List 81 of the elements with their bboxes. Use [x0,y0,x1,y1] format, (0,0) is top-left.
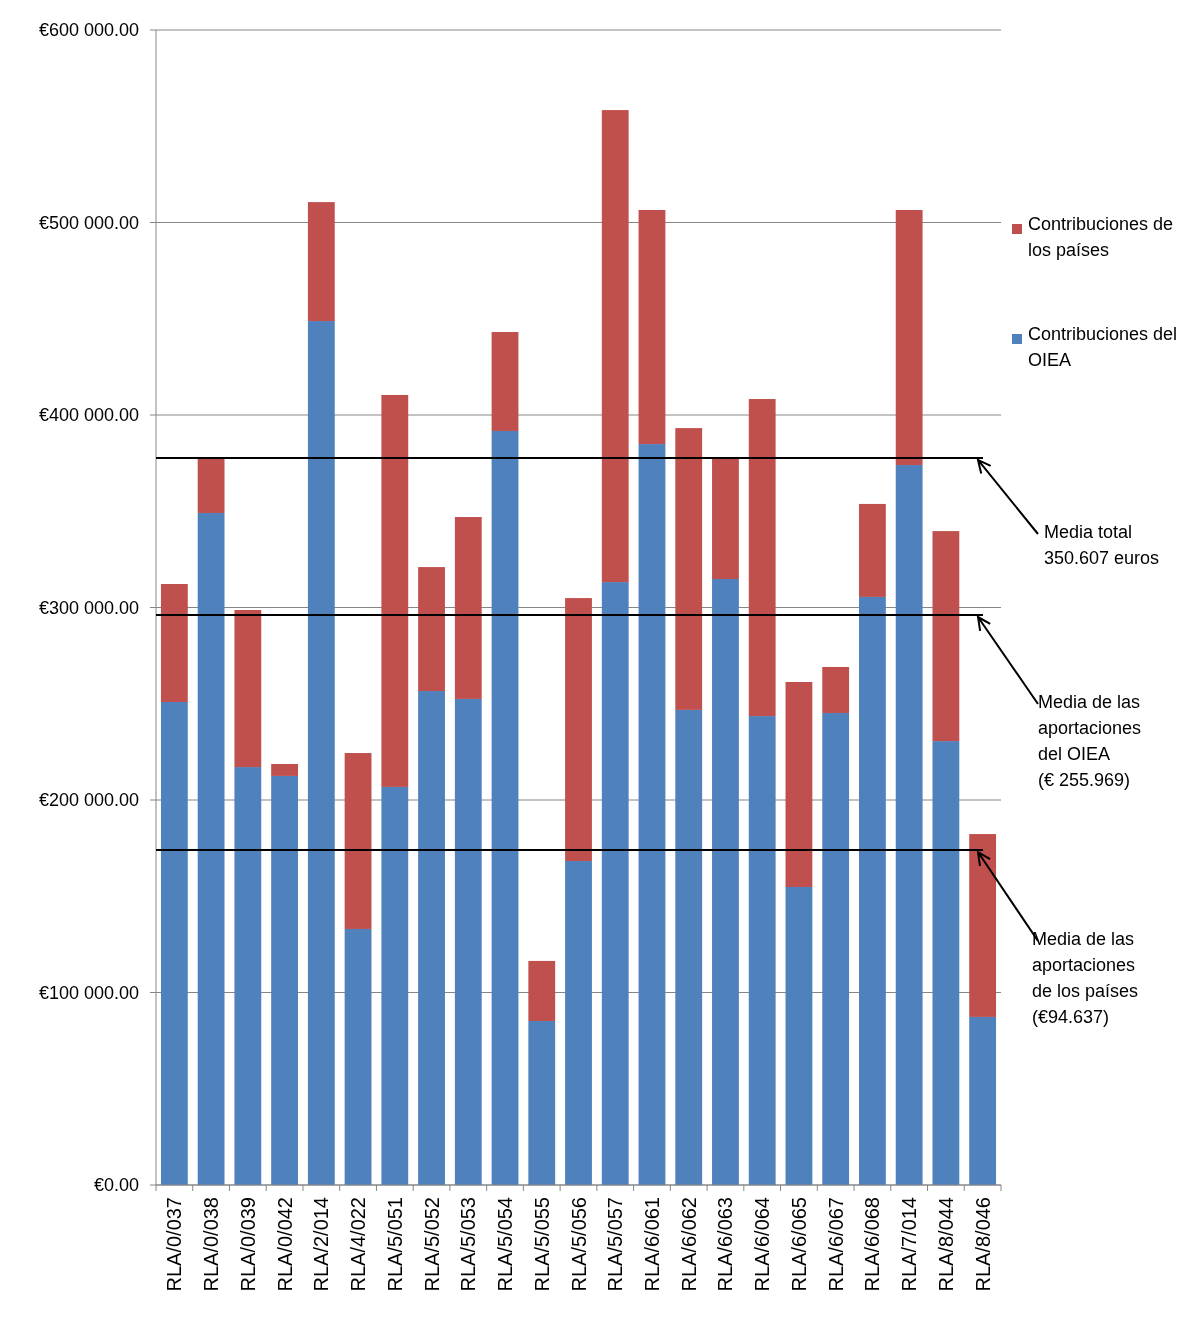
bar [491,430,519,1185]
bar [491,332,519,431]
bar [601,582,629,1185]
x-tick-label: RLA/5/051 [383,1197,406,1292]
bar [528,960,556,1021]
x-tick-label: RLA/6/063 [714,1197,737,1292]
ref-line-label: Media total 350.607 euros [1044,522,1160,568]
x-tick-label: RLA/6/062 [677,1197,700,1292]
x-tick-label: RLA/8/046 [971,1197,994,1292]
bar [822,712,850,1185]
bar [418,691,445,1185]
bar [712,457,739,580]
bar [932,531,960,742]
x-tick-label: RLA/5/052 [420,1197,443,1292]
y-tick-label: €200 000.00 [38,790,139,811]
ref-line-label: Media de las aportaciones de los países (€94.637) [1032,929,1139,1027]
x-tick-label: RLA/6/065 [787,1197,810,1292]
bar [748,399,776,717]
x-tick-label: RLA/5/057 [604,1197,627,1292]
x-tick-label: RLA/0/037 [163,1197,186,1292]
x-tick-label: RLA/0/042 [273,1197,296,1292]
bar [638,209,666,445]
bar [785,682,813,888]
bar [785,887,813,1185]
bar [565,861,592,1185]
bar [381,786,409,1185]
bar [969,834,997,1017]
x-tick-label: RLA/8/044 [934,1197,957,1292]
x-tick-label: RLA/5/053 [457,1197,480,1292]
x-tick-label: RLA/5/056 [567,1197,590,1292]
bar [160,584,188,703]
ref-line-label: Media de las aportaciones del OIEA (€ 255.969) [1038,692,1142,790]
bar [675,709,703,1185]
x-tick-label: RLA/7/014 [898,1197,921,1292]
bar [565,598,592,862]
y-tick-label: €100 000.00 [38,982,139,1003]
bar [859,503,886,597]
bar [454,698,482,1185]
bar [712,579,739,1185]
x-tick-label: RLA/6/067 [824,1197,847,1292]
x-tick-label: RLA/4/022 [347,1197,370,1292]
bar [307,202,335,322]
bar [601,110,629,583]
y-tick-label: €400 000.00 [38,405,139,426]
x-tick-label: RLA/5/054 [494,1197,517,1292]
bar [271,775,298,1185]
bar [859,596,886,1185]
bar [822,666,850,713]
legend-label: Contribuciones del OIEA [1028,324,1178,370]
x-tick-label: RLA/5/055 [530,1197,553,1292]
bar [197,457,225,513]
y-tick-label: €0.00 [93,1175,139,1196]
bar [234,610,262,768]
bar [932,741,960,1185]
bar [895,465,923,1185]
bar [160,702,188,1185]
x-tick-label: RLA/0/039 [236,1197,259,1292]
bar [307,321,335,1185]
bar [675,428,703,710]
x-tick-label: RLA/6/068 [861,1197,884,1292]
bar [638,444,666,1185]
bar [418,567,445,692]
x-tick-label: RLA/6/061 [640,1197,663,1292]
x-tick-label: RLA/6/064 [751,1197,774,1292]
bar [748,716,776,1185]
bar [197,512,225,1185]
y-tick-label: €600 000.00 [38,20,139,41]
bar [969,1016,997,1185]
bar [344,928,372,1185]
bar [454,517,482,699]
y-tick-label: €300 000.00 [38,597,139,618]
legend-label: Contribuciones de los países [1028,214,1174,260]
bar [344,753,372,929]
bar [271,764,298,776]
y-tick-label: €500 000.00 [38,212,139,233]
x-tick-label: RLA/2/014 [310,1197,333,1292]
bar [381,394,409,787]
bar [895,209,923,466]
bar [234,767,262,1185]
bar [528,1020,556,1185]
x-tick-label: RLA/0/038 [200,1197,223,1292]
